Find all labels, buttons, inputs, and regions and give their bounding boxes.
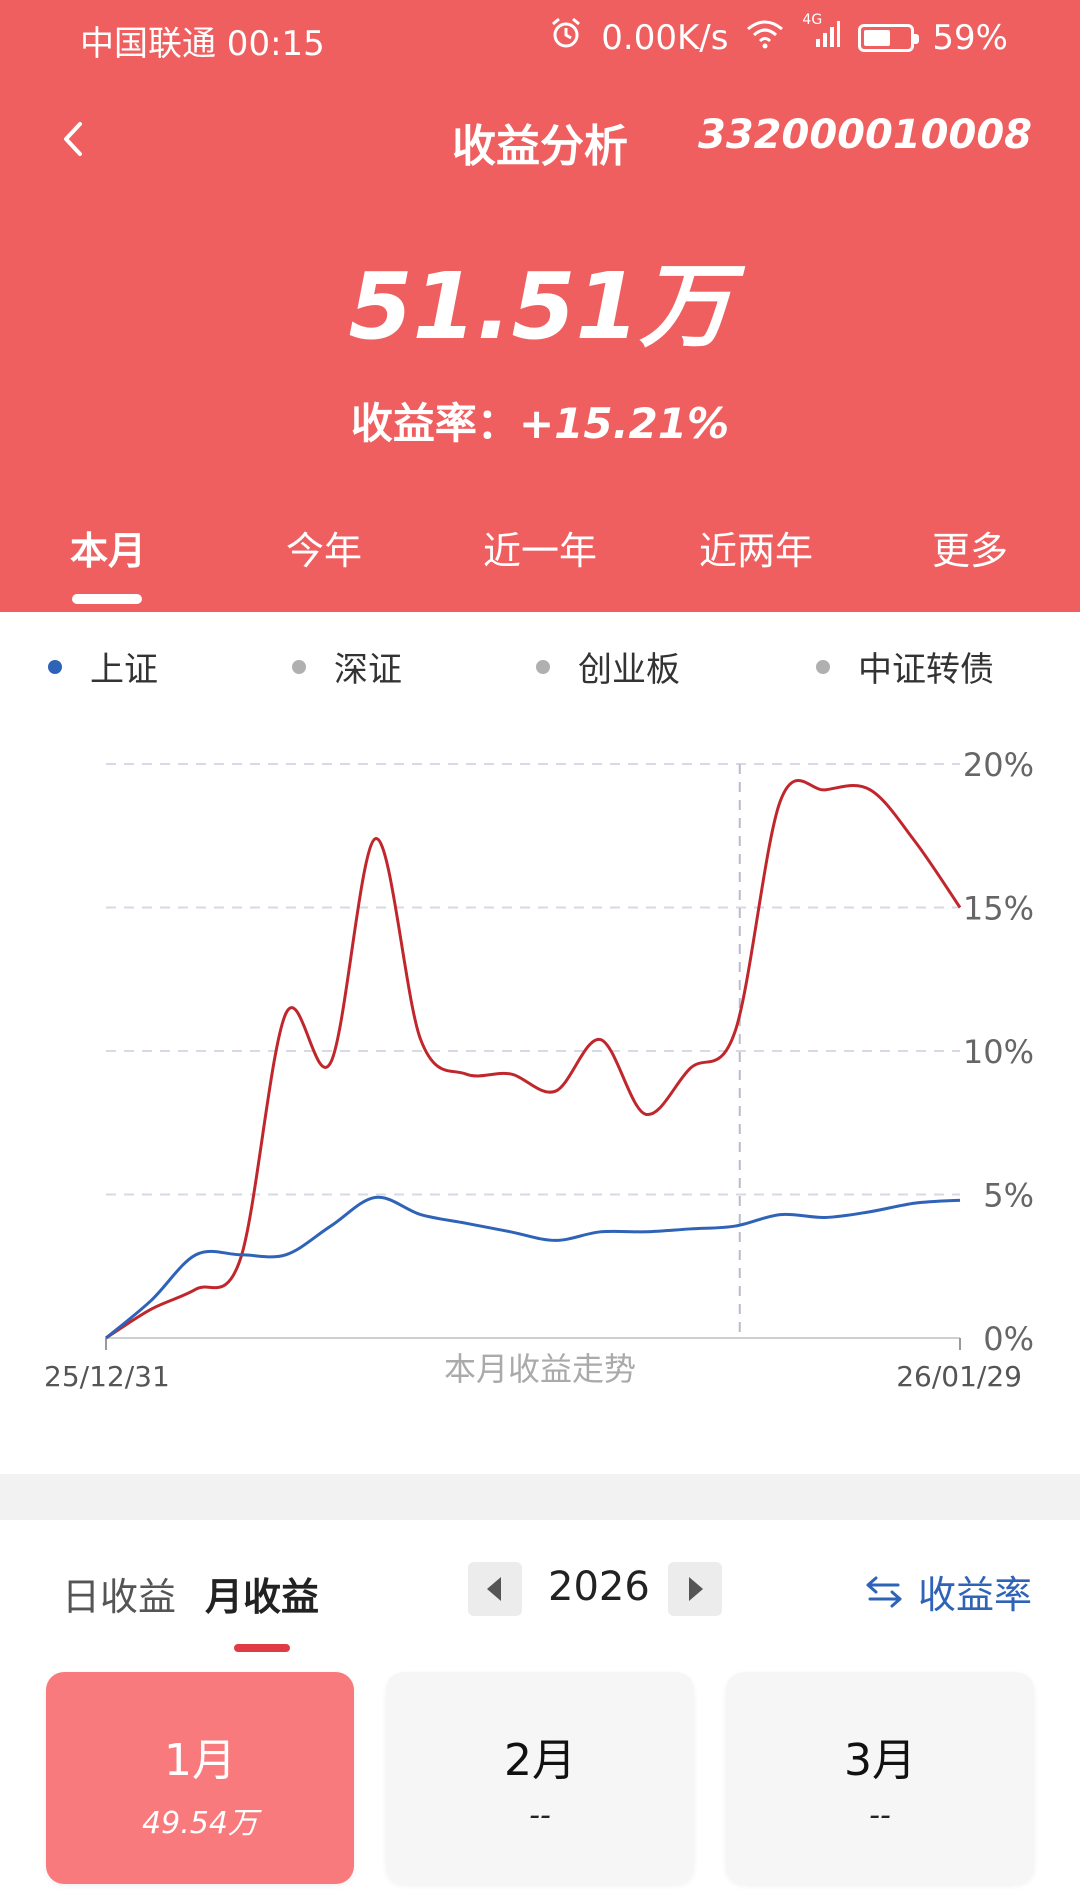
y-tick-label: 5% xyxy=(983,1177,1034,1215)
period-tabs: 本月 今年 近一年 近两年 更多 xyxy=(0,510,1080,610)
yield-value: +15.21% xyxy=(518,399,730,448)
triangle-left-icon xyxy=(487,1577,501,1601)
month-label: 1月 xyxy=(164,1735,236,1786)
title-bar: 收益分析 332000010008 xyxy=(0,100,1080,180)
month-value: -- xyxy=(529,1798,551,1833)
yield-toggle-label: 收益率 xyxy=(917,1573,1032,1617)
legend-label: 上证 xyxy=(90,650,158,690)
profit-chart[interactable]: 0% 5% 10% 15% 20% 25/12/31 26/01/29 本月收益走势 xyxy=(0,712,1080,1402)
legend-item-convertible[interactable]: 中证转债 xyxy=(816,642,994,691)
month-label: 2月 xyxy=(504,1735,576,1786)
chart-title: 本月收益走势 xyxy=(444,1350,636,1388)
account-number[interactable]: 332000010008 xyxy=(698,112,1032,158)
triangle-right-icon xyxy=(689,1577,703,1601)
next-year-button[interactable] xyxy=(668,1562,722,1616)
swap-icon xyxy=(866,1576,902,1607)
tab-more[interactable]: 更多 xyxy=(931,529,1008,573)
legend-item-shenzhen[interactable]: 深证 xyxy=(292,642,402,691)
legend-dot xyxy=(292,659,306,674)
back-button[interactable] xyxy=(50,114,100,164)
legend-dot xyxy=(816,659,830,674)
tab-daily-profit[interactable]: 日收益 xyxy=(62,1575,177,1619)
yield-toggle-button[interactable]: 收益率 xyxy=(864,1564,1032,1619)
prev-year-button[interactable] xyxy=(468,1562,522,1616)
year-value: 2026 xyxy=(548,1564,650,1610)
legend-item-chinext[interactable]: 创业板 xyxy=(536,642,680,691)
chevron-left-icon xyxy=(64,122,82,156)
y-tick-label: 10% xyxy=(963,1033,1034,1071)
alarm-icon xyxy=(549,16,583,59)
battery-icon xyxy=(858,23,920,52)
month-card-mar[interactable]: 3月 -- xyxy=(726,1672,1034,1884)
carrier-time: 中国联通 00:15 xyxy=(80,24,325,64)
legend-dot xyxy=(48,659,62,674)
network-type: 4G xyxy=(802,11,823,28)
y-tick-label: 15% xyxy=(963,890,1034,928)
legend-dot xyxy=(536,659,550,674)
status-bar: 中国联通 00:15 0.00K/s 4G 59% xyxy=(0,0,1080,80)
month-card-jan[interactable]: 1月 49.54万 xyxy=(46,1672,354,1884)
wifi-icon xyxy=(746,18,784,58)
profit-controls: 日收益 月收益 2026 收益率 xyxy=(0,1520,1080,1660)
legend-label: 中证转债 xyxy=(858,650,994,690)
month-value: 49.54万 xyxy=(142,1806,258,1841)
series-line-benchmark xyxy=(105,1195,961,1340)
month-cards: 1月 49.54万 2月 -- 3月 -- xyxy=(0,1672,1080,1899)
battery-percent: 59% xyxy=(932,17,1008,58)
tab-monthly-profit[interactable]: 月收益 xyxy=(205,1575,320,1619)
legend-item-shanghai[interactable]: 上证 xyxy=(48,642,158,691)
legend-label: 深证 xyxy=(334,650,402,690)
tab-underline xyxy=(72,594,142,604)
legend-label: 创业板 xyxy=(578,650,680,690)
yield-label: 收益率： xyxy=(350,399,519,448)
tab-last-year[interactable]: 近一年 xyxy=(482,529,597,573)
status-icons: 0.00K/s 4G 59% xyxy=(549,12,1008,59)
tab-this-year[interactable]: 今年 xyxy=(285,529,362,573)
series-line-profit xyxy=(105,778,962,1340)
x-start-label: 25/12/31 xyxy=(44,1360,170,1393)
header: 中国联通 00:15 0.00K/s 4G 59% 收益分析 332000010… xyxy=(0,0,1080,612)
month-label: 3月 xyxy=(844,1735,916,1786)
x-end-label: 26/01/29 xyxy=(896,1360,1022,1393)
month-value: -- xyxy=(869,1798,891,1833)
chart-legend: 上证 深证 创业板 中证转债 xyxy=(0,612,1080,712)
y-tick-label: 20% xyxy=(963,746,1034,784)
y-tick-label: 0% xyxy=(983,1320,1034,1358)
month-card-feb[interactable]: 2月 -- xyxy=(386,1672,694,1884)
battery-fill xyxy=(864,29,891,46)
section-divider xyxy=(0,1474,1080,1520)
net-speed: 0.00K/s xyxy=(601,17,729,58)
tab-this-month[interactable]: 本月 xyxy=(69,529,146,573)
yield-rate: 收益率：+15.21% xyxy=(0,390,1080,451)
total-profit: 51.51万 xyxy=(348,253,732,360)
tab-last-two-years[interactable]: 近两年 xyxy=(698,529,813,573)
page-title: 收益分析 xyxy=(452,121,628,172)
tab-underline xyxy=(234,1644,290,1652)
chart-svg: 0% 5% 10% 15% 20% 25/12/31 26/01/29 本月收益走势 xyxy=(44,746,1034,1393)
signal-icon: 4G xyxy=(802,12,841,58)
